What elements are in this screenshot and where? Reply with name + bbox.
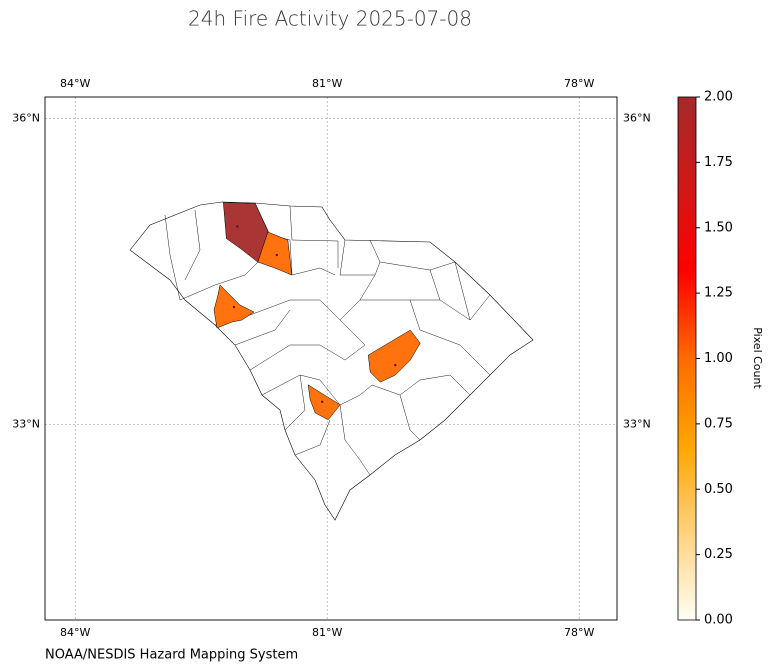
fire-county xyxy=(223,202,269,263)
state-map xyxy=(45,97,617,620)
colorbar-tick-label: 0.00 xyxy=(704,613,733,628)
fire-point xyxy=(275,253,279,257)
colorbar-tick-label: 0.25 xyxy=(704,547,733,562)
colorbar-tick-label: 0.75 xyxy=(704,416,733,431)
x-tick-label: 84°W xyxy=(60,626,90,639)
colorbar-label: Pixel Count xyxy=(751,327,764,389)
fire-point xyxy=(320,400,324,404)
x-tick-label: 81°W xyxy=(312,626,342,639)
colorbar-tick-label: 2.00 xyxy=(704,90,733,105)
fire-county xyxy=(367,329,421,383)
fire-county xyxy=(307,384,341,421)
x-tick-label: 78°W xyxy=(564,626,594,639)
y-tick-label: 36°N xyxy=(12,111,40,124)
chart-title: 24h Fire Activity 2025-07-08 xyxy=(188,7,472,31)
colorbar-tick-label: 1.00 xyxy=(704,351,733,366)
footer: NOAA/NESDIS Hazard Mapping System xyxy=(45,648,298,663)
fire-point xyxy=(394,363,397,367)
plot-frame xyxy=(44,96,618,621)
colorbar-tick-label: 1.50 xyxy=(704,220,733,235)
y-tick-label: 33°N xyxy=(623,417,651,430)
x-tick-label: 81°W xyxy=(312,77,342,90)
x-tick-label: 78°W xyxy=(564,77,594,90)
colorbar-tick-label: 1.25 xyxy=(704,286,733,301)
fire-point xyxy=(236,225,239,228)
fire-county xyxy=(257,231,293,276)
x-tick-label: 84°W xyxy=(60,77,90,90)
y-tick-label: 33°N xyxy=(12,417,40,430)
colorbar-tick-label: 0.50 xyxy=(704,482,733,497)
y-tick-label: 36°N xyxy=(623,111,651,124)
state-outline xyxy=(129,201,534,521)
colorbar-tick-label: 1.75 xyxy=(704,155,733,170)
fire-point xyxy=(232,305,236,309)
county-lines xyxy=(164,202,491,476)
colorbar xyxy=(677,96,697,621)
